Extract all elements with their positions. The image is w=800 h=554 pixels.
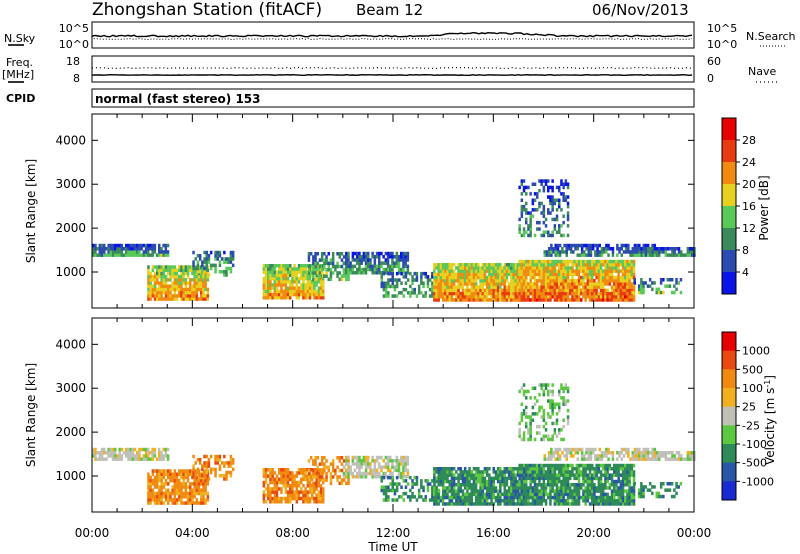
colorbar-segment (722, 228, 736, 251)
colorbar-tick: 28 (742, 134, 756, 147)
power-cells (92, 179, 696, 302)
freq-right-tick-high: 60 (707, 55, 721, 68)
y-tick-label: 2000 (55, 221, 86, 235)
colorbar-segment (722, 425, 736, 445)
colorbar-segment (722, 162, 736, 185)
y-tick-label: 4000 (55, 337, 86, 351)
colorbar-segment (722, 369, 736, 389)
x-tick-label: 00:00 (75, 526, 110, 540)
noise-sky-label: N.Sky (4, 32, 36, 45)
colorbar-segment (722, 444, 736, 464)
colorbar-segment (722, 332, 736, 352)
colorbar-segment (722, 406, 736, 426)
colorbar-tick: 25 (742, 401, 756, 414)
noise-right-tick-high: 10^5 (707, 22, 737, 35)
y-tick-label: 1000 (55, 265, 86, 279)
noise-search-label: N.Search (746, 30, 796, 43)
cpid-label: CPID (6, 92, 35, 105)
colorbar-tick: 24 (742, 156, 756, 169)
colorbar-segment (722, 206, 736, 229)
time-axis-labels: 00:00 04:00 08:00 12:00 16:00 20:00 00:00 (75, 526, 712, 540)
freq-left-tick-high: 18 (66, 55, 80, 68)
y-tick-label: 1000 (55, 469, 86, 483)
colorbar-tick: 4 (742, 266, 749, 279)
colorbar-tick: -100 (742, 438, 767, 451)
velocity-cells (92, 383, 696, 506)
x-tick-label: 04:00 (175, 526, 210, 540)
y-tick-label: 2000 (55, 425, 86, 439)
colorbar-tick: 12 (742, 222, 756, 235)
power-colorbar-label: Power [dB] (757, 175, 771, 240)
colorbar-segment (722, 184, 736, 207)
x-axis-title: Time UT (367, 540, 418, 554)
noise-panel: 10^5 10^0 10^5 10^0 N.Sky N.Search (4, 21, 796, 51)
freq-label-2: [MHz] (2, 68, 34, 81)
y-tick-label: 4000 (55, 133, 86, 147)
colorbar-tick: 1000 (742, 345, 770, 358)
colorbar-segment (722, 272, 736, 295)
freq-label-1: Freq. (6, 56, 33, 69)
noise-search-line (91, 37, 693, 41)
power-colorbar: Power [dB] 4 8 12 16 20 24 28 (721, 117, 771, 295)
colorbar-tick: 16 (742, 200, 756, 213)
station-title: Zhongshan Station (fitACF) (92, 0, 322, 20)
colorbar-tick: -25 (742, 419, 760, 432)
x-tick-label: 12:00 (376, 526, 411, 540)
colorbar-tick: 20 (742, 178, 756, 191)
noise-left-tick-low: 10^0 (59, 38, 89, 51)
colorbar-segment (722, 481, 736, 501)
x-tick-label: 00:00 (677, 526, 712, 540)
power-panel: 1000 2000 3000 4000 Slant Range [km] (24, 113, 696, 309)
velocity-ylabel: Slant Range [km] (24, 363, 38, 467)
noise-right-tick-low: 10^0 (707, 38, 737, 51)
frequency-line (91, 73, 693, 77)
beam-label: Beam 12 (356, 1, 423, 19)
colorbar-segment (722, 388, 736, 408)
freq-left-tick-low: 8 (73, 72, 80, 85)
date-label: 06/Nov/2013 (592, 1, 689, 19)
nave-line (91, 66, 693, 70)
colorbar-segment (722, 350, 736, 370)
colorbar-tick: -1000 (742, 475, 774, 488)
freq-right-tick-low: 0 (707, 72, 714, 85)
colorbar-segment (722, 462, 736, 482)
cpid-value: normal (fast stereo) 153 (95, 92, 261, 106)
colorbar-segment (722, 250, 736, 273)
y-tick-label: 3000 (55, 381, 86, 395)
velocity-panel: 1000 2000 3000 4000 Slant Range [km] (24, 317, 696, 513)
noise-sky-line (91, 31, 693, 38)
power-ylabel: Slant Range [km] (24, 159, 38, 263)
velocity-colorbar: Velocity [m s-1] 1000 500 100 25 -25 -100 -500… (721, 331, 777, 501)
noise-left-tick-high: 10^5 (59, 22, 89, 35)
colorbar-segment (722, 140, 736, 163)
frequency-panel: 18 8 60 0 Freq. [MHz] Nave (2, 55, 778, 85)
x-tick-label: 08:00 (275, 526, 310, 540)
colorbar-tick: -500 (742, 457, 767, 470)
nave-label: Nave (748, 65, 776, 78)
y-tick-label: 3000 (55, 177, 86, 191)
colorbar-tick: 8 (742, 244, 749, 257)
velocity-colorbar-label: Velocity [m s-1] (763, 375, 777, 465)
x-tick-label: 20:00 (576, 526, 611, 540)
x-tick-label: 16:00 (476, 526, 511, 540)
colorbar-segment (722, 118, 736, 141)
colorbar-tick: 500 (742, 363, 763, 376)
colorbar-tick: 100 (742, 382, 763, 395)
